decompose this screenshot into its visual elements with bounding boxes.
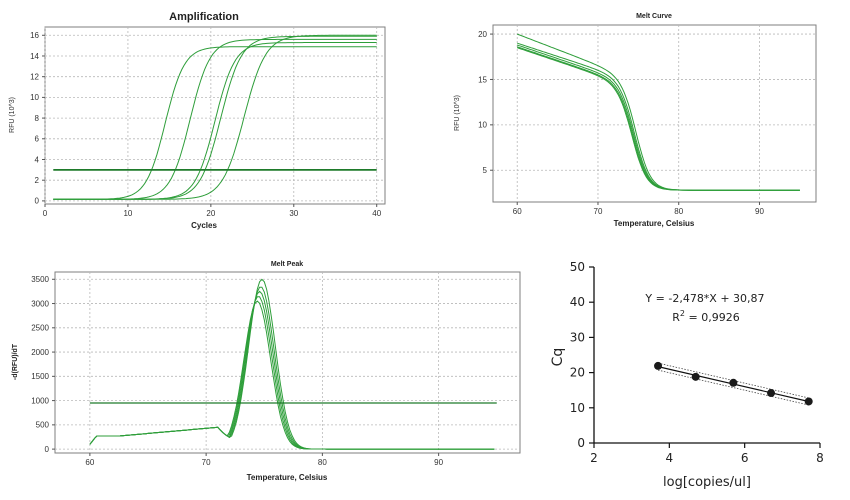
- y-axis-label: Cq: [550, 348, 566, 367]
- melt-curve-line: [517, 47, 800, 191]
- x-tick-label: 20: [206, 209, 215, 218]
- y-tick-label: 40: [570, 295, 585, 309]
- y-tick-label: 15: [478, 75, 487, 84]
- y-tick-label: 10: [570, 401, 585, 415]
- x-tick-label: 70: [594, 207, 603, 216]
- y-axis-label: RFU (10^3): [9, 97, 16, 133]
- regression-equation: Y = -2,478*X + 30,87: [644, 292, 764, 305]
- x-axis-label: log[copies/ul]: [663, 475, 751, 490]
- x-tick-label: 80: [318, 458, 327, 467]
- x-tick-label: 90: [434, 458, 443, 467]
- x-tick-label: 60: [85, 458, 94, 467]
- data-point: [654, 361, 663, 370]
- y-tick-label: 5: [483, 166, 488, 175]
- data-point: [804, 397, 813, 406]
- x-axis-label: Temperature, Celsius: [614, 219, 695, 228]
- y-tick-label: 1000: [31, 396, 49, 405]
- y-tick-label: 14: [30, 52, 39, 61]
- x-tick-label: 6: [741, 451, 749, 465]
- y-tick-label: 6: [35, 135, 40, 144]
- r-squared-part: R: [672, 311, 680, 324]
- amplification-curve: [53, 34, 377, 200]
- y-tick-label: 20: [478, 30, 487, 39]
- amplification-chart: Amplification 0 10 20 30 40 0 2 4 6 8 10 12 14 16 Cycle…: [0, 0, 425, 250]
- x-tick-label: 0: [43, 209, 48, 218]
- x-tick-label: 80: [674, 207, 683, 216]
- y-tick-label: 500: [36, 421, 50, 430]
- y-tick-label: 1500: [31, 372, 49, 381]
- chart-title: Melt Peak: [271, 261, 303, 268]
- data-point: [729, 378, 738, 387]
- y-tick-label: 0: [35, 197, 40, 206]
- x-tick-label: 8: [816, 451, 824, 465]
- y-tick-label: 3000: [31, 299, 49, 308]
- r-squared-part: = 0,9926: [685, 311, 740, 324]
- y-tick-label: 20: [570, 366, 585, 380]
- melt-peak-chart: Melt Peak 60 70 80 90 0 500 1000 1500 2000 2500 300…: [0, 250, 540, 500]
- y-tick-label: 30: [570, 330, 585, 344]
- melt-curve-chart: Melt Curve 60 70 80 90 5 10 15 20 Temperature, Ce…: [425, 0, 850, 250]
- chart-title: Melt Curve: [636, 13, 672, 20]
- y-tick-label: 0: [577, 436, 585, 450]
- data-point: [767, 389, 776, 398]
- y-tick-label: 3500: [31, 275, 49, 284]
- y-tick-label: 50: [570, 260, 585, 274]
- x-axis-label: Cycles: [191, 221, 217, 230]
- x-axis-label: Temperature, Celsius: [247, 473, 328, 482]
- melt-curve-plot: Melt Curve 60 70 80 90 5 10 15 20 Temperature, Ce…: [454, 13, 817, 228]
- y-tick-label: 2000: [31, 348, 49, 357]
- y-tick-label: 0: [45, 445, 50, 454]
- y-tick-label: 12: [30, 72, 39, 81]
- r-squared-part: 2: [680, 309, 685, 318]
- x-tick-label: 40: [372, 209, 381, 218]
- melt-peak-line: [89, 300, 495, 450]
- y-tick-label: 4: [35, 155, 40, 164]
- x-tick-label: 70: [202, 458, 211, 467]
- y-axis-label: RFU (10^3): [454, 95, 461, 131]
- melt-peak-plot: Melt Peak 60 70 80 90 0 500 1000 1500 2000 2500 300…: [12, 261, 521, 482]
- confidence-band-line: [657, 369, 809, 406]
- r-squared-label: R2 = 0,9926: [672, 309, 739, 324]
- x-tick-label: 2: [590, 451, 598, 465]
- data-point: [691, 372, 700, 381]
- chart-title: Amplification: [169, 11, 239, 23]
- standard-curve-chart: 2 4 6 8 0 10 20 30 40 50 Y = -2,478*X + 30,87 R2 = …: [540, 250, 850, 500]
- y-tick-label: 2: [35, 176, 40, 185]
- y-tick-label: 16: [30, 31, 39, 40]
- y-axis-label: -d(RFU)/dT: [12, 343, 19, 380]
- y-tick-label: 10: [30, 93, 39, 102]
- plot-frame: [44, 26, 386, 205]
- amplification-plot: Amplification 0 10 20 30 40 0 2 4 6 8 10 12 14 16 Cycle…: [9, 11, 386, 230]
- x-tick-label: 10: [123, 209, 132, 218]
- x-tick-label: 60: [513, 207, 522, 216]
- y-tick-label: 2500: [31, 324, 49, 333]
- x-tick-label: 4: [666, 451, 674, 465]
- y-tick-label: 8: [35, 114, 40, 123]
- x-tick-label: 30: [289, 209, 298, 218]
- y-tick-label: 10: [478, 121, 487, 130]
- x-tick-label: 90: [755, 207, 764, 216]
